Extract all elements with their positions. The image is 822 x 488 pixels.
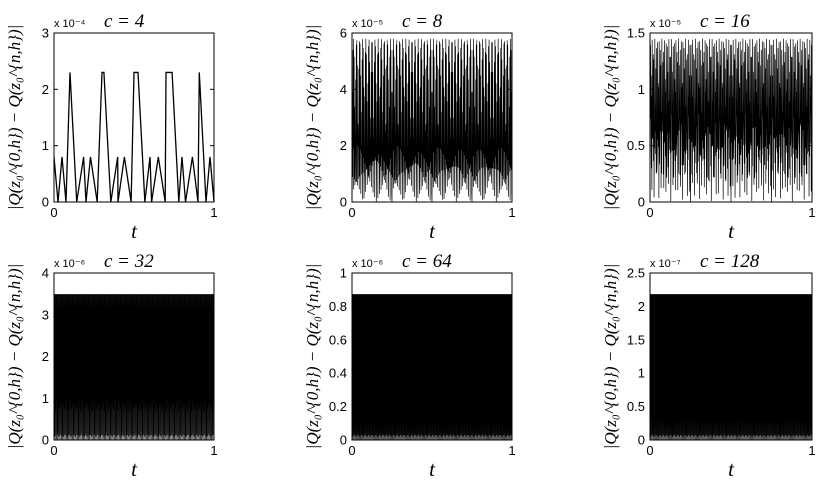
axis-scale-label: x 10⁻⁶: [352, 258, 383, 270]
chart-panel-3: 0 0.5 1 1.5 0 1 x 10⁻⁵ c = 16 t |Q(z₀^{0,h}) − Q(…: [601, 11, 816, 243]
y-axis-label: |Q(z₀^{0,h}) − Q(z₀^{n,h})|: [601, 25, 620, 211]
y-axis-label: |Q(z₀^{0,h}) − Q(z₀^{n,h})|: [303, 25, 322, 211]
x-axis-label: t: [131, 457, 138, 481]
y-tick-label: 1: [340, 266, 347, 281]
y-tick-label: 1: [638, 82, 645, 97]
x-axis-label: t: [728, 219, 735, 243]
axes-frame: [649, 272, 813, 441]
x-tick-label: 1: [808, 205, 815, 220]
y-tick-label: 0.4: [329, 366, 347, 381]
y-tick-label: 0.5: [627, 399, 645, 414]
x-tick-label: 0: [646, 205, 653, 220]
x-axis-label: t: [429, 219, 436, 243]
x-axis-label: t: [131, 219, 138, 243]
axis-scale-label: x 10⁻⁴: [54, 18, 86, 30]
x-tick-label: 1: [808, 443, 815, 458]
y-tick-label: 1.5: [627, 332, 645, 347]
axis-scale-label: x 10⁻⁵: [650, 18, 681, 30]
y-tick-label: 0: [638, 433, 645, 448]
y-tick-label: 0: [42, 195, 49, 210]
x-axis-label: t: [728, 457, 735, 481]
y-axis-label: |Q(z₀^{0,h}) − Q(z₀^{n,h})|: [601, 264, 620, 450]
data-series-line: [650, 38, 812, 202]
chart-panel-1: 0 1 2 3 0 1 x 10⁻⁴ c = 4 t |Q(z₀^{0,h}) − Q(z₀^{n…: [5, 11, 218, 243]
x-tick-label: 1: [508, 205, 515, 220]
axis-scale-label: x 10⁻⁵: [352, 18, 383, 30]
chart-panel-6: 0 0.5 1 1.5 2 2.5 0 1 x 10⁻⁷ c = 128 t |Q(z₀^{0,h})…: [601, 251, 816, 481]
chart-title: c = 4: [104, 11, 145, 32]
chart-panel-2: 0 2 4 6 0 1 x 10⁻⁵ c = 8 t |Q(z₀^{0,h}) − Q(z₀^{n…: [303, 11, 516, 243]
axes-frame: [53, 32, 215, 203]
x-axis-label: t: [429, 457, 436, 481]
y-tick-label: 1: [42, 391, 49, 406]
y-tick-label: 0.6: [329, 332, 347, 347]
y-tick-label: 0.5: [627, 138, 645, 153]
y-tick-label: 0: [340, 433, 347, 448]
y-tick-label: 1: [638, 366, 645, 381]
y-tick-label: 3: [42, 26, 49, 41]
y-tick-label: 0: [638, 195, 645, 210]
y-tick-label: 2: [42, 349, 49, 364]
chart-panel-5: 0 0.2 0.4 0.6 0.8 1 0 1 x 10⁻⁶ c = 64 t |Q(z₀^{0,h}…: [303, 251, 516, 481]
y-tick-label: 2: [340, 138, 347, 153]
x-tick-label: 1: [210, 443, 217, 458]
chart-title: c = 32: [104, 251, 154, 272]
x-tick-label: 0: [348, 205, 355, 220]
data-series-line: [54, 294, 214, 440]
y-axis-label: |Q(z₀^{0,h}) − Q(z₀^{n,h})|: [303, 264, 322, 450]
chart-title: c = 8: [402, 11, 443, 32]
y-tick-label: 0: [42, 433, 49, 448]
chart-panel-4: 0 1 2 3 4 0 1 x 10⁻⁶ c = 32 t |Q(z₀^{0,h}) − Q(z₀^…: [5, 251, 218, 481]
x-tick-label: 1: [508, 443, 515, 458]
axes-frame: [649, 32, 813, 203]
y-tick-label: 2.5: [627, 266, 645, 281]
y-tick-label: 0.8: [329, 299, 347, 314]
y-tick-label: 0: [340, 195, 347, 210]
y-tick-label: 1.5: [627, 26, 645, 41]
y-tick-label: 6: [340, 26, 347, 41]
axis-scale-label: x 10⁻⁶: [54, 258, 85, 270]
y-tick-label: 0.2: [329, 399, 347, 414]
axes-frame: [351, 272, 513, 441]
x-tick-label: 0: [646, 443, 653, 458]
y-tick-label: 2: [638, 299, 645, 314]
y-tick-label: 3: [42, 307, 49, 322]
data-series-line: [352, 294, 512, 440]
y-tick-label: 2: [42, 82, 49, 97]
y-axis-label: |Q(z₀^{0,h}) − Q(z₀^{n,h})|: [5, 25, 24, 211]
data-series-line: [352, 38, 512, 202]
data-series-line: [650, 294, 812, 440]
y-axis-label: |Q(z₀^{0,h}) − Q(z₀^{n,h})|: [5, 264, 24, 450]
y-tick-label: 4: [42, 266, 49, 281]
x-tick-label: 0: [50, 443, 57, 458]
x-tick-label: 0: [348, 443, 355, 458]
data-series-line: [54, 71, 214, 202]
chart-title: c = 16: [700, 11, 750, 32]
axes-frame: [351, 32, 513, 203]
x-tick-label: 1: [210, 205, 217, 220]
chart-title: c = 128: [700, 251, 760, 272]
x-tick-label: 0: [50, 205, 57, 220]
axis-scale-label: x 10⁻⁷: [650, 258, 681, 270]
chart-title: c = 64: [402, 251, 452, 272]
y-tick-label: 4: [340, 82, 347, 97]
y-tick-label: 1: [42, 138, 49, 153]
